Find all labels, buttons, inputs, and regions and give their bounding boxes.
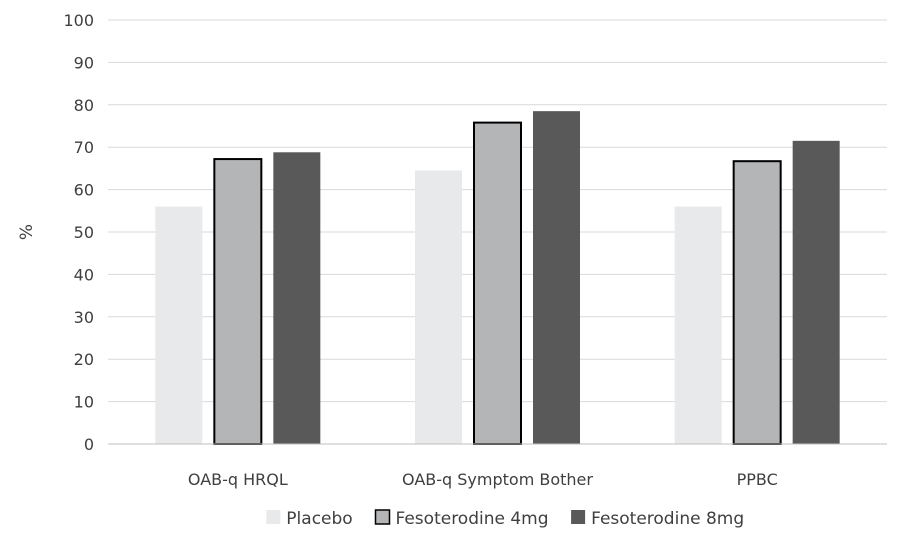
- y-tick-label: 80: [74, 96, 94, 115]
- bars: [155, 111, 840, 446]
- bar-fesoterodine-4mg-0: [213, 158, 263, 446]
- legend-item: Fesoterodine 4mg: [374, 509, 549, 529]
- legend: Placebo Fesoterodine 4mg Fesoterodine 8mg: [266, 509, 744, 529]
- bar-fesoterodine-4mg-1: [473, 121, 522, 445]
- y-tick-label: 100: [63, 11, 94, 30]
- y-tick-label: 10: [74, 393, 94, 412]
- bar-placebo-1: [415, 170, 462, 444]
- legend-item: Placebo: [266, 509, 353, 529]
- bar-fesoterodine-8mg-2: [792, 140, 840, 444]
- legend-label: Fesoterodine 4mg: [396, 509, 549, 529]
- legend-swatch: [266, 510, 281, 524]
- legend-item: Fesoterodine 8mg: [571, 509, 744, 529]
- y-tick-label: 50: [74, 223, 94, 242]
- y-tick-label: 0: [84, 435, 94, 454]
- y-tick-label: 90: [74, 53, 94, 72]
- bar-placebo-0: [155, 206, 203, 444]
- x-category-label: PPBC: [737, 470, 778, 489]
- y-tick-label: 20: [74, 350, 94, 369]
- bar-placebo-2: [674, 206, 722, 444]
- bar-fesoterodine-8mg-1: [533, 111, 580, 444]
- legend-label: Fesoterodine 8mg: [591, 509, 744, 529]
- y-tick-label: 70: [74, 138, 94, 157]
- x-category-label: OAB-q HRQL: [188, 470, 288, 489]
- bar-fesoterodine-4mg-2: [732, 160, 782, 446]
- y-tick-label: 40: [74, 265, 94, 284]
- y-tick-label: 30: [74, 308, 94, 327]
- y-tick-label: 60: [74, 181, 94, 200]
- legend-swatch: [571, 510, 586, 524]
- axes: 0 10 20 30 40 50 60 70 80 90 100 OAB-q HRQL OAB-q Sy…: [63, 11, 887, 489]
- legend-label: Placebo: [286, 509, 352, 529]
- bar-fesoterodine-8mg-0: [273, 152, 321, 444]
- y-axis-label: %: [17, 224, 37, 240]
- x-category-label: OAB-q Symptom Bother: [402, 470, 593, 489]
- legend-swatch: [374, 509, 391, 525]
